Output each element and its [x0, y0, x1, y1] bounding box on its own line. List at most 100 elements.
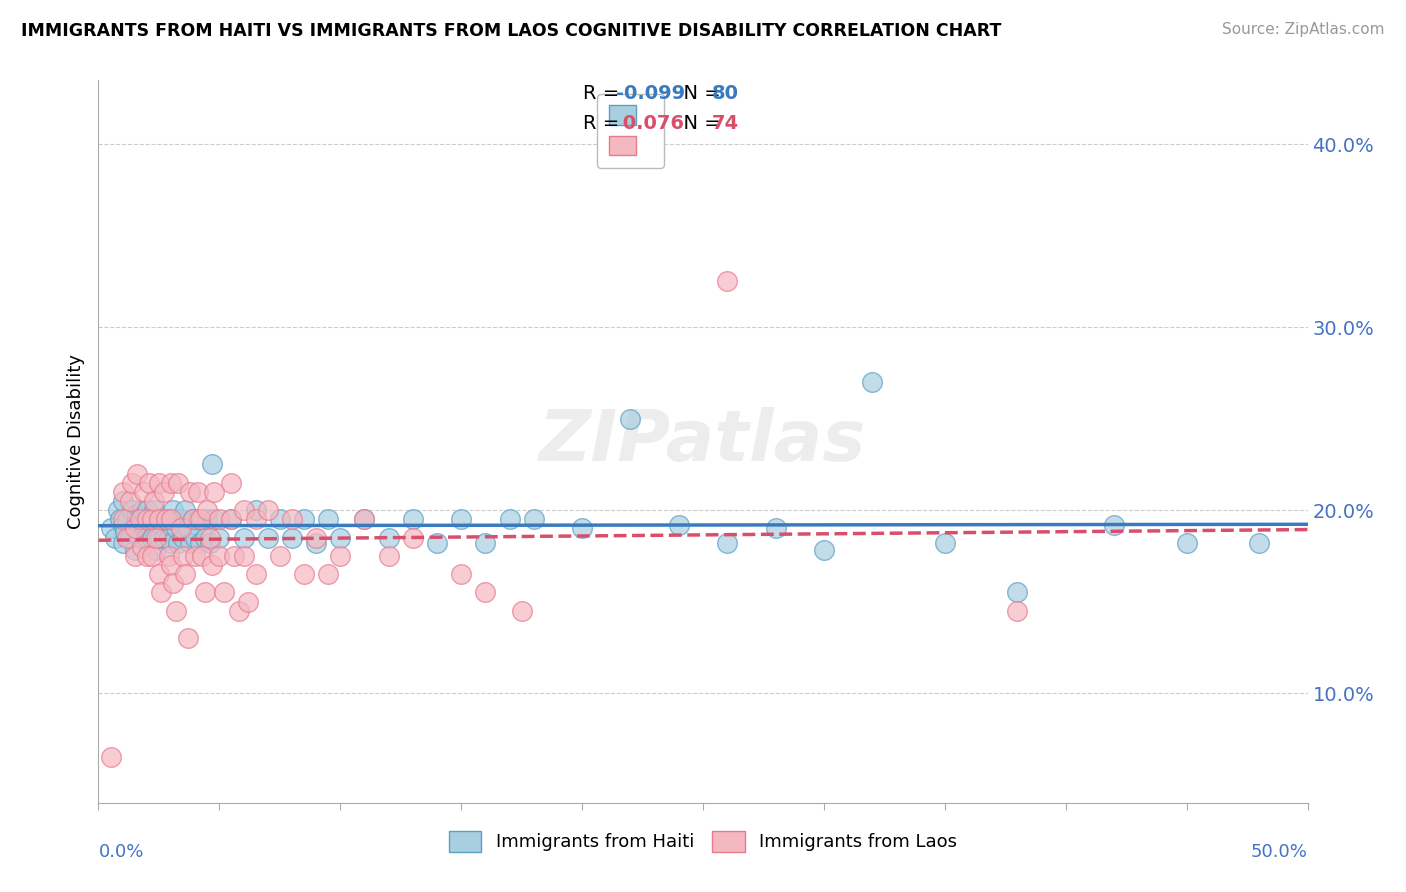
Point — [134, 484, 156, 499]
Text: 74: 74 — [711, 113, 738, 133]
Point — [194, 585, 217, 599]
Point — [813, 543, 835, 558]
Point — [228, 604, 250, 618]
Point — [222, 549, 245, 563]
Point — [208, 531, 231, 545]
Point — [155, 512, 177, 526]
Point — [135, 531, 157, 545]
Point — [668, 517, 690, 532]
Point — [160, 536, 183, 550]
Point — [169, 521, 191, 535]
Point — [138, 475, 160, 490]
Point — [184, 549, 207, 563]
Point — [353, 512, 375, 526]
Point — [269, 549, 291, 563]
Point — [377, 531, 399, 545]
Point — [181, 512, 204, 526]
Point — [245, 567, 267, 582]
Point — [114, 525, 136, 540]
Point — [145, 531, 167, 545]
Point — [450, 512, 472, 526]
Point — [143, 494, 166, 508]
Point — [128, 512, 150, 526]
Point — [135, 549, 157, 563]
Point — [221, 512, 243, 526]
Point — [148, 475, 170, 490]
Point — [148, 567, 170, 582]
Point — [1249, 536, 1271, 550]
Point — [124, 521, 146, 535]
Point — [152, 531, 174, 545]
Point — [124, 543, 146, 558]
Point — [162, 503, 184, 517]
Point — [167, 475, 190, 490]
Point — [117, 512, 139, 526]
Legend: Immigrants from Haiti, Immigrants from Laos: Immigrants from Haiti, Immigrants from L… — [441, 823, 965, 859]
Point — [111, 512, 134, 526]
Point — [104, 531, 127, 545]
Point — [402, 512, 425, 526]
Point — [232, 549, 254, 563]
Text: 80: 80 — [711, 84, 738, 103]
Point — [191, 549, 214, 563]
Point — [523, 512, 546, 526]
Point — [148, 512, 170, 526]
Point — [208, 549, 231, 563]
Point — [152, 484, 174, 499]
Point — [353, 512, 375, 526]
Point — [160, 512, 183, 526]
Point — [1007, 585, 1029, 599]
Point — [141, 549, 163, 563]
Point — [179, 484, 201, 499]
Text: Source: ZipAtlas.com: Source: ZipAtlas.com — [1222, 22, 1385, 37]
Point — [188, 536, 211, 550]
Y-axis label: Cognitive Disability: Cognitive Disability — [66, 354, 84, 529]
Text: R =: R = — [583, 113, 633, 133]
Point — [198, 536, 221, 550]
Point — [169, 512, 191, 526]
Point — [157, 531, 180, 545]
Point — [426, 536, 449, 550]
Point — [474, 536, 496, 550]
Point — [127, 467, 149, 481]
Point — [716, 536, 738, 550]
Point — [212, 585, 235, 599]
Point — [191, 512, 214, 526]
Point — [111, 517, 134, 532]
Text: ZIPatlas: ZIPatlas — [540, 407, 866, 476]
Point — [860, 375, 883, 389]
Point — [281, 512, 304, 526]
Point — [181, 512, 204, 526]
Point — [292, 567, 315, 582]
Point — [131, 540, 153, 554]
Point — [198, 531, 221, 545]
Text: R =: R = — [583, 84, 626, 103]
Point — [148, 531, 170, 545]
Point — [292, 512, 315, 526]
Point — [329, 549, 352, 563]
Point — [716, 275, 738, 289]
Point — [1007, 604, 1029, 618]
Point — [1175, 536, 1198, 550]
Point — [135, 503, 157, 517]
Point — [238, 594, 260, 608]
Point — [160, 475, 183, 490]
Point — [184, 531, 207, 545]
Point — [510, 604, 533, 618]
Point — [150, 585, 173, 599]
Point — [204, 512, 226, 526]
Point — [131, 503, 153, 517]
Point — [377, 549, 399, 563]
Point — [118, 531, 141, 545]
Point — [145, 543, 167, 558]
Point — [160, 512, 183, 526]
Point — [172, 549, 194, 563]
Point — [194, 531, 217, 545]
Point — [167, 536, 190, 550]
Point — [124, 549, 146, 563]
Point — [450, 567, 472, 582]
Point — [179, 536, 201, 550]
Point — [143, 503, 166, 517]
Text: N =: N = — [671, 84, 727, 103]
Point — [316, 567, 339, 582]
